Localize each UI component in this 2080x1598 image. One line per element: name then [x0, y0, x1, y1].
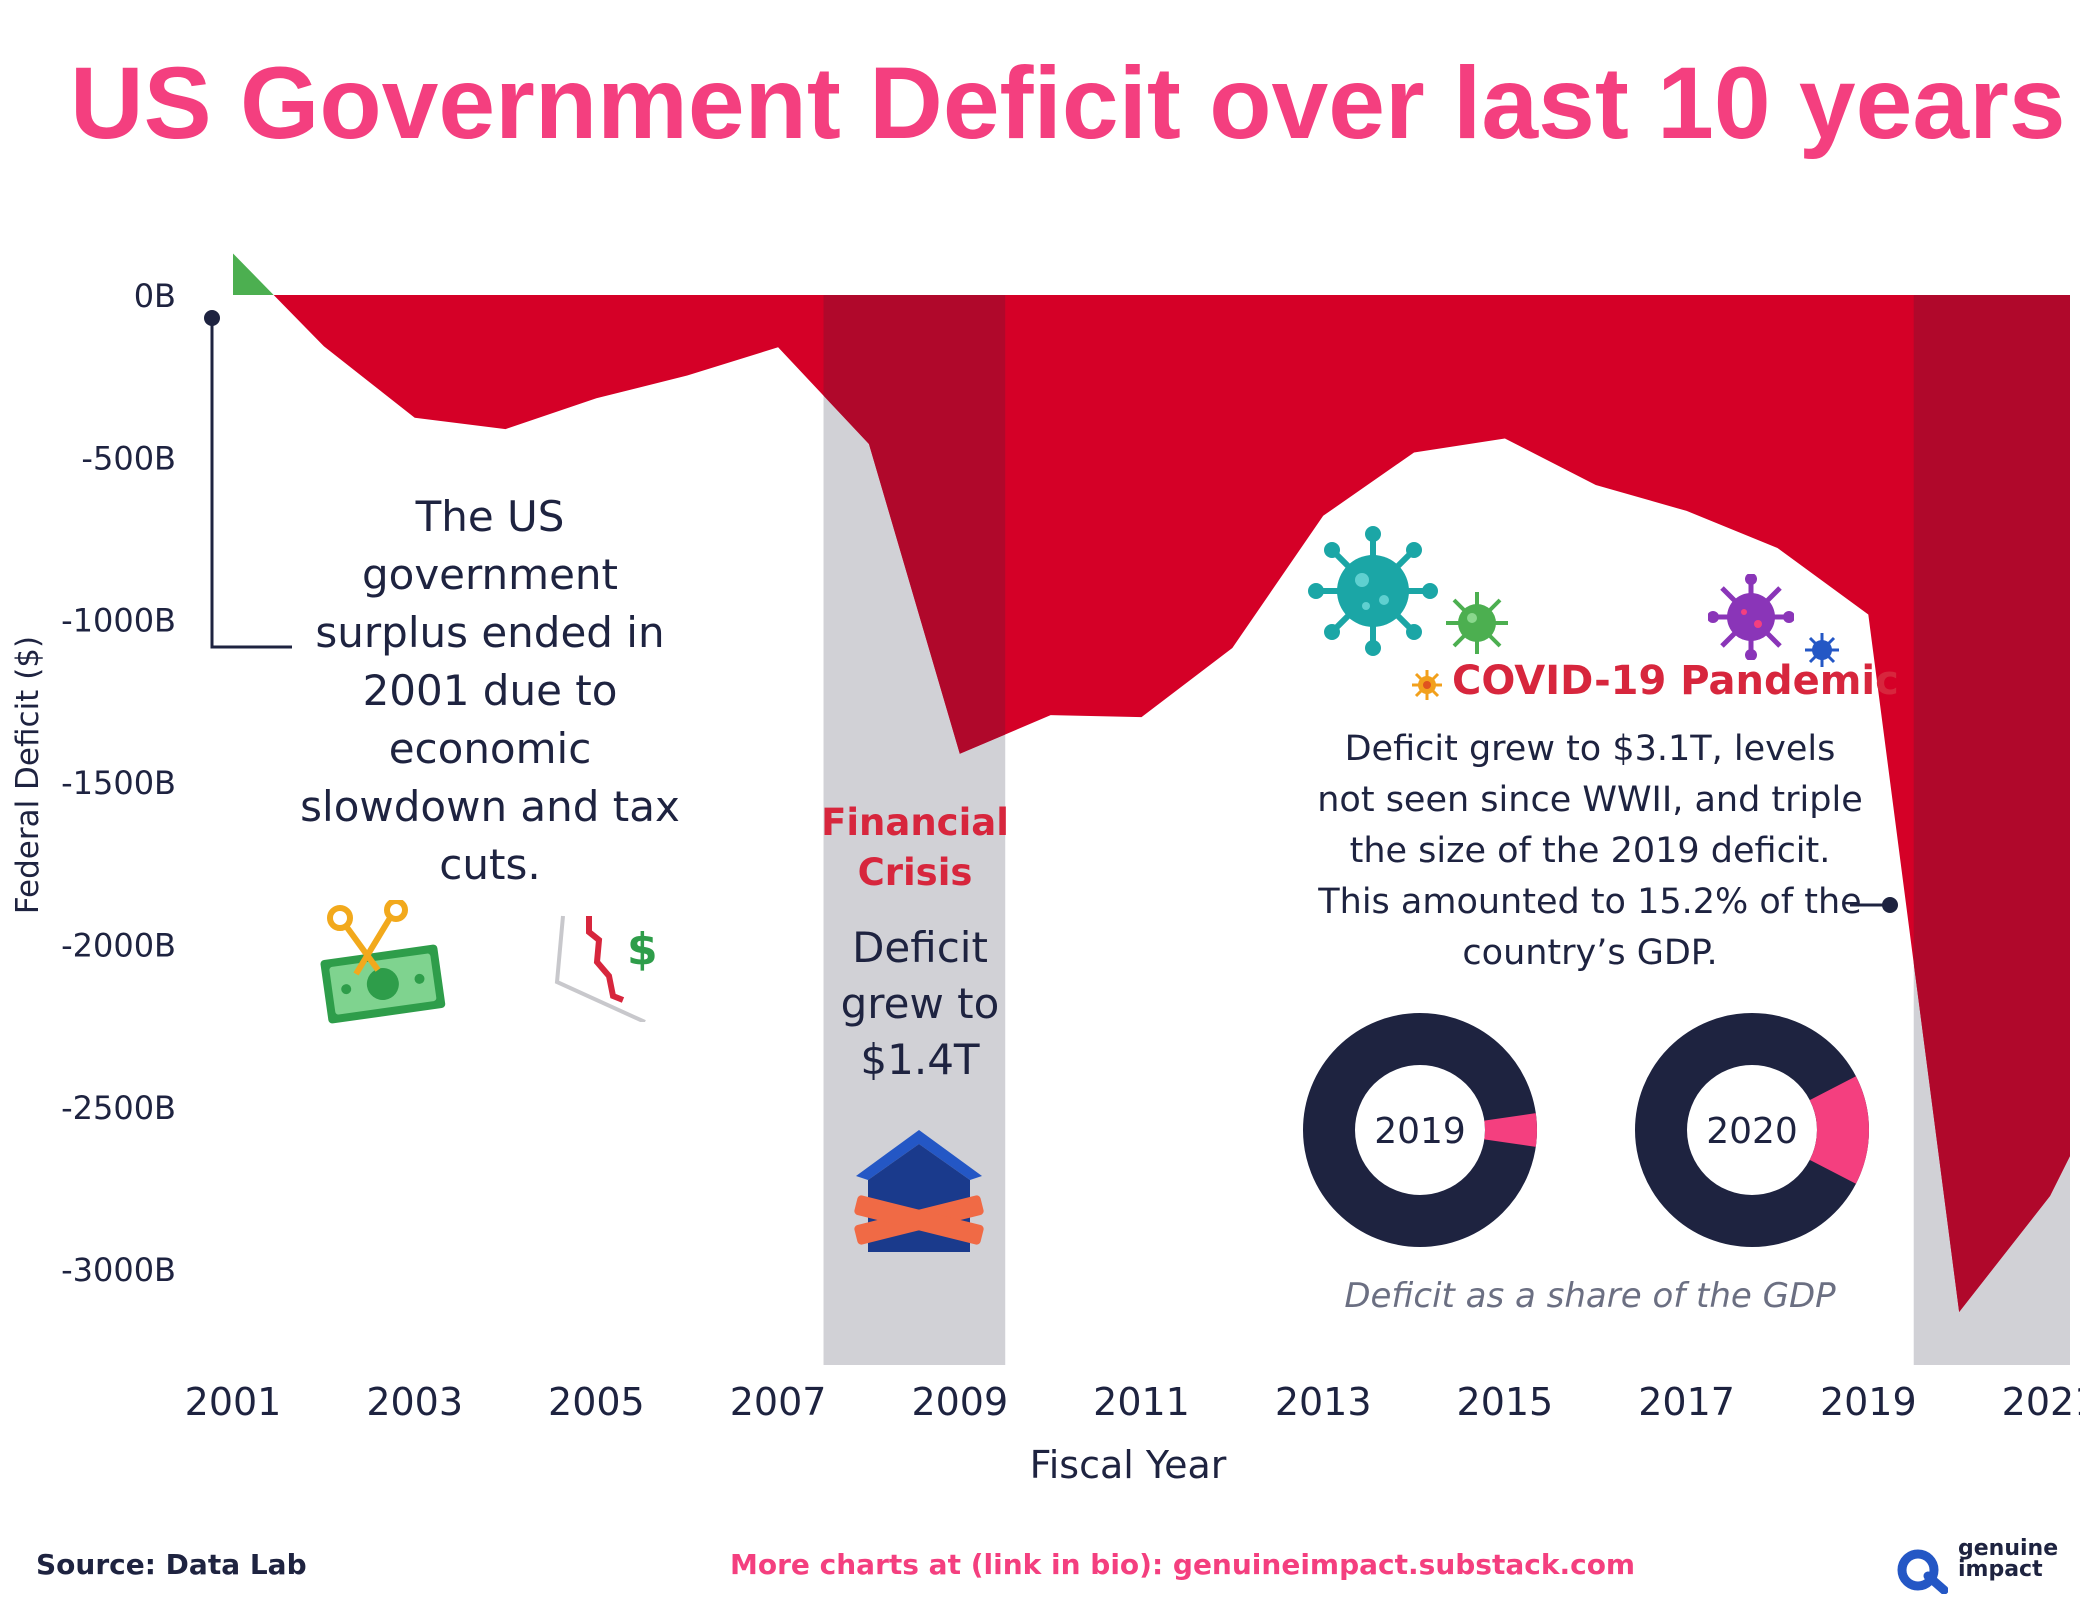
y-tick-label: -1000B: [61, 602, 176, 640]
x-tick-label: 2015: [1457, 1380, 1554, 1424]
covid-label-text: COVID-19 Pandemic: [1452, 658, 1899, 704]
virus-icon: [1308, 526, 1438, 660]
x-tick-label: 2001: [185, 1380, 282, 1424]
donut-year-label: 2019: [1374, 1111, 1466, 1152]
money-scissors-icon: [318, 898, 448, 1034]
surplus-area: [233, 253, 274, 295]
y-axis-title: Federal Deficit ($): [10, 636, 46, 914]
covid-annotation: Deficit grew to $3.1T, levels not seen s…: [1317, 729, 1863, 973]
more-charts-link[interactable]: More charts at (link in bio): genuineimp…: [730, 1548, 1636, 1581]
x-tick-label: 2021: [2002, 1380, 2080, 1424]
virus-icon: [1804, 632, 1840, 672]
falling-dollar-chart-icon: $: [553, 912, 663, 1026]
leader-line: [210, 318, 292, 649]
x-tick-label: 2011: [1093, 1380, 1190, 1424]
x-tick-label: 2009: [911, 1380, 1008, 1424]
source-note: Source: Data Lab: [36, 1548, 307, 1581]
gdp-donuts: 2019 2020: [1303, 1013, 1869, 1247]
svg-text:$: $: [627, 924, 658, 975]
brand-logo-icon: [1896, 1546, 1949, 1598]
x-tick-label: 2017: [1638, 1380, 1735, 1424]
leader-lines: [204, 310, 1898, 913]
gdp-share-caption: Deficit as a share of the GDP: [1344, 1276, 1836, 1316]
chart-title: US Government Deficit over last 10 years: [70, 46, 2066, 160]
x-tick-label: 2019: [1820, 1380, 1917, 1424]
donut-share-segment: [1809, 1076, 1869, 1184]
covid-label: COVID-19 Pandemic: [1410, 658, 1899, 704]
x-tick-label: 2007: [730, 1380, 827, 1424]
y-tick-label: -3000B: [61, 1251, 176, 1289]
y-tick-label: -1500B: [61, 764, 176, 802]
x-tick-label: 2003: [366, 1380, 463, 1424]
x-tick-label: 2013: [1275, 1380, 1372, 1424]
y-tick-label: -2500B: [61, 1089, 176, 1127]
leader-dot: [1882, 897, 1898, 913]
donut-year-label: 2020: [1706, 1111, 1798, 1152]
surplus-ended-annotation: The US government surplus ended in 2001 …: [300, 492, 680, 889]
financial-crisis-label: Financial Crisis: [821, 801, 1009, 894]
x-axis-title: Fiscal Year: [1030, 1443, 1227, 1487]
y-tick-label: -2000B: [61, 926, 176, 964]
virus-icon: [1444, 590, 1510, 660]
virus-icon: [1410, 666, 1444, 700]
x-tick-label: 2005: [548, 1380, 645, 1424]
donut-share-segment: [1484, 1113, 1537, 1147]
brand-wordmark: genuine impact: [1958, 1536, 2059, 1582]
deficit-area-layer: [233, 253, 2070, 1312]
y-tick-label: -500B: [81, 439, 176, 477]
financial-crisis-annotation: Deficit grew to $1.4T: [840, 923, 1000, 1084]
y-tick-label: 0B: [134, 277, 176, 315]
deficit-area: [273, 295, 2070, 1312]
collapsing-house-icon: [852, 1128, 986, 1262]
axes: 0B -500B -1000B -1500B -2000B -2500B -3000B 200…: [10, 277, 2080, 1487]
virus-icon: [1707, 573, 1795, 664]
